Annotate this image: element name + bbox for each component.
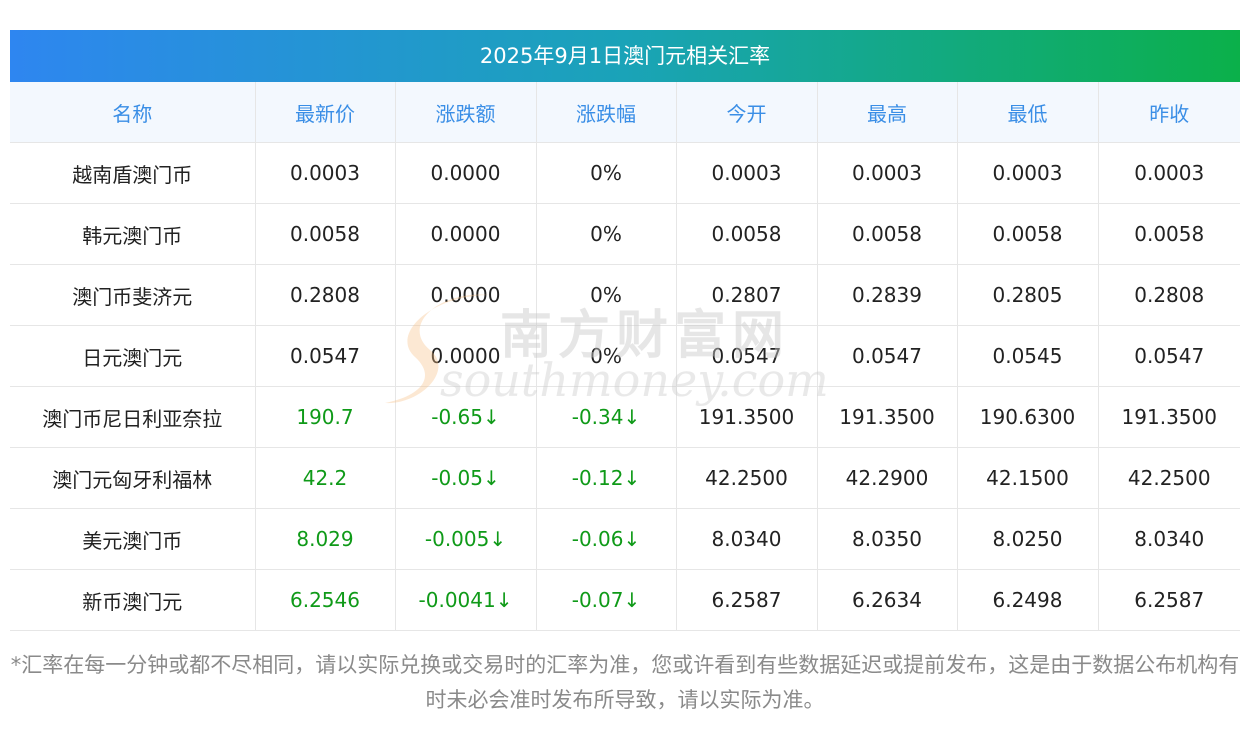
cell-change: 0.0000 [395,203,537,265]
cell-high: 0.0003 [817,142,958,204]
cell-low: 0.0003 [957,142,1099,204]
cell-name: 澳门币尼日利亚奈拉 [10,386,256,448]
cell-high: 191.3500 [817,386,958,448]
cell-open: 6.2587 [676,569,818,631]
cell-name: 越南盾澳门币 [10,142,256,204]
cell-open: 191.3500 [676,386,818,448]
cell-high: 6.2634 [817,569,958,631]
cell-prev-close: 0.0058 [1098,203,1240,265]
cell-high: 0.2839 [817,264,958,326]
cell-low: 0.0545 [957,325,1099,387]
cell-low: 6.2498 [957,569,1099,631]
cell-name: 澳门元匈牙利福林 [10,447,256,509]
cell-latest: 0.0058 [255,203,396,265]
cell-high: 0.0058 [817,203,958,265]
cell-name: 韩元澳门币 [10,203,256,265]
table-row: 日元澳门元 0.0547 0.0000 0% 0.0547 0.0547 0.0545 0.0… [10,325,1240,387]
table-body: 越南盾澳门币 0.0003 0.0000 0% 0.0003 0.0003 0.0003 0.… [10,142,1240,631]
cell-open: 42.2500 [676,447,818,509]
cell-change: -0.005↓ [395,508,537,570]
cell-change-pct: 0% [536,325,677,387]
cell-high: 0.0547 [817,325,958,387]
cell-name: 日元澳门元 [10,325,256,387]
cell-latest: 0.0003 [255,142,396,204]
cell-low: 8.0250 [957,508,1099,570]
cell-prev-close: 0.2808 [1098,264,1240,326]
cell-prev-close: 191.3500 [1098,386,1240,448]
header-latest: 最新价 [255,82,396,143]
cell-open: 0.0547 [676,325,818,387]
cell-latest: 0.2808 [255,264,396,326]
header-change-pct: 涨跌幅 [536,82,677,143]
cell-change-pct: -0.06↓ [536,508,677,570]
cell-low: 42.1500 [957,447,1099,509]
cell-prev-close: 6.2587 [1098,569,1240,631]
disclaimer-note: *汇率在每一分钟或都不尽相同，请以实际兑换或交易时的汇率为准，您或许看到有些数据… [10,653,1240,712]
cell-prev-close: 8.0340 [1098,508,1240,570]
cell-change: 0.0000 [395,142,537,204]
cell-latest: 190.7 [255,386,396,448]
cell-latest: 8.029 [255,508,396,570]
cell-change: -0.65↓ [395,386,537,448]
cell-name: 澳门币斐济元 [10,264,256,326]
cell-name: 新币澳门元 [10,569,256,631]
cell-prev-close: 42.2500 [1098,447,1240,509]
header-change: 涨跌额 [395,82,537,143]
table-row: 澳门币尼日利亚奈拉 190.7 -0.65↓ -0.34↓ 191.3500 191.35… [10,386,1240,448]
header-high: 最高 [817,82,958,143]
cell-open: 8.0340 [676,508,818,570]
cell-change: 0.0000 [395,264,537,326]
cell-low: 190.6300 [957,386,1099,448]
cell-low: 0.2805 [957,264,1099,326]
table-row: 澳门币斐济元 0.2808 0.0000 0% 0.2807 0.2839 0.2805 0.… [10,264,1240,326]
cell-change-pct: 0% [536,142,677,204]
table-row: 新币澳门元 6.2546 -0.0041↓ -0.07↓ 6.2587 6.2634 6.2… [10,569,1240,631]
cell-low: 0.0058 [957,203,1099,265]
header-open: 今开 [676,82,818,143]
cell-change-pct: 0% [536,264,677,326]
cell-high: 8.0350 [817,508,958,570]
table-row: 澳门元匈牙利福林 42.2 -0.05↓ -0.12↓ 42.2500 42.2900 42… [10,447,1240,509]
cell-open: 0.2807 [676,264,818,326]
header-prev-close: 昨收 [1098,82,1240,143]
cell-latest: 6.2546 [255,569,396,631]
cell-open: 0.0003 [676,142,818,204]
cell-change-pct: -0.07↓ [536,569,677,631]
cell-change-pct: 0% [536,203,677,265]
header-low: 最低 [957,82,1099,143]
header-name: 名称 [10,82,256,143]
table-title: 2025年9月1日澳门元相关汇率 [10,30,1240,82]
cell-name: 美元澳门币 [10,508,256,570]
cell-prev-close: 0.0547 [1098,325,1240,387]
cell-change-pct: -0.34↓ [536,386,677,448]
exchange-rate-card: 2025年9月1日澳门元相关汇率 名称 最新价 涨跌额 涨跌幅 今开 最高 最低… [10,30,1240,631]
table-row: 美元澳门币 8.029 -0.005↓ -0.06↓ 8.0340 8.0350 8.025… [10,508,1240,570]
exchange-rate-table: 名称 最新价 涨跌额 涨跌幅 今开 最高 最低 昨收 越南盾澳门币 0.0003 0… [10,82,1240,631]
cell-latest: 42.2 [255,447,396,509]
header-row: 名称 最新价 涨跌额 涨跌幅 今开 最高 最低 昨收 [10,82,1240,143]
cell-latest: 0.0547 [255,325,396,387]
cell-open: 0.0058 [676,203,818,265]
cell-change-pct: -0.12↓ [536,447,677,509]
cell-change: -0.05↓ [395,447,537,509]
cell-change: -0.0041↓ [395,569,537,631]
cell-change: 0.0000 [395,325,537,387]
table-row: 韩元澳门币 0.0058 0.0000 0% 0.0058 0.0058 0.0058 0.0… [10,203,1240,265]
table-row: 越南盾澳门币 0.0003 0.0000 0% 0.0003 0.0003 0.0003 0.… [10,142,1240,204]
cell-high: 42.2900 [817,447,958,509]
cell-prev-close: 0.0003 [1098,142,1240,204]
